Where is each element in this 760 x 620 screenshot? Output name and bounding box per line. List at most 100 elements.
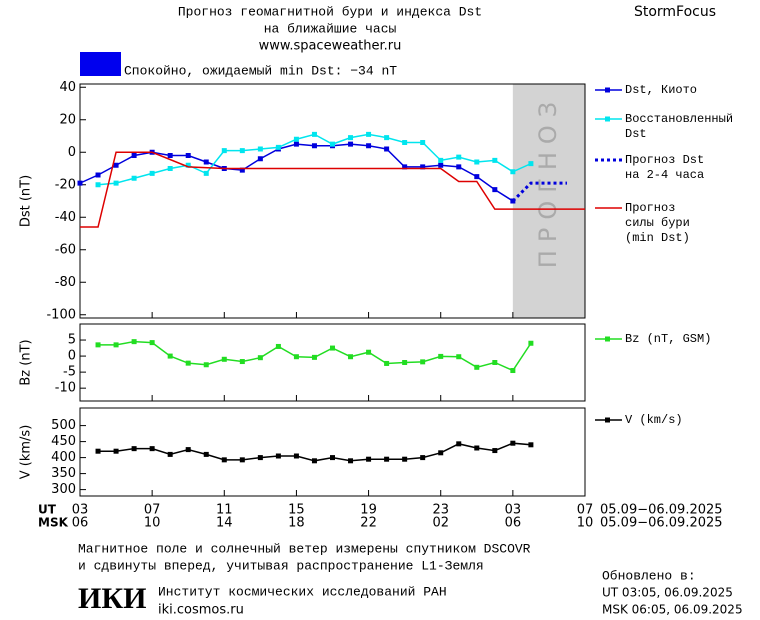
x-axis-label: UT <box>38 503 57 517</box>
point <box>366 131 372 137</box>
point <box>510 368 516 374</box>
logo: ИКИ <box>78 582 146 615</box>
forecast-label: ПРОГНОЗ <box>534 94 562 268</box>
series-line <box>511 181 567 203</box>
point <box>257 146 263 152</box>
point <box>185 153 191 158</box>
series-line <box>80 151 585 228</box>
point <box>95 342 101 348</box>
point <box>149 446 155 452</box>
point <box>474 174 480 180</box>
point <box>311 143 317 149</box>
point <box>239 148 245 154</box>
x2-tick-label: 18 <box>288 516 305 531</box>
y-tick-label: -80 <box>55 275 76 290</box>
point <box>311 354 317 360</box>
point <box>185 360 191 366</box>
point <box>492 187 498 193</box>
y-tick-label: -60 <box>55 242 76 257</box>
point <box>330 455 335 461</box>
x-tick-label: 15 <box>288 503 305 518</box>
series-line <box>97 133 532 186</box>
point <box>474 445 480 451</box>
x-tick-label: 19 <box>360 503 377 518</box>
point <box>528 442 534 448</box>
y-tick-label: 350 <box>51 466 76 481</box>
point <box>456 154 462 160</box>
point <box>402 140 408 145</box>
y-tick-label: -10 <box>55 381 76 396</box>
point <box>113 162 119 168</box>
point <box>438 353 444 359</box>
x-tick-label: 11 <box>216 503 233 518</box>
point <box>311 458 317 464</box>
legend-entry: Bz (nT, GSM) <box>625 332 711 346</box>
y-tick-label: -20 <box>55 177 76 192</box>
forecast-region <box>512 84 585 318</box>
point <box>438 157 444 163</box>
point <box>293 453 299 459</box>
point <box>167 153 173 158</box>
point <box>366 456 372 462</box>
y-tick-label: 5 <box>68 333 76 348</box>
point <box>510 169 516 175</box>
point <box>420 455 426 461</box>
updated: Обновлено в: <box>602 568 696 583</box>
point <box>131 175 137 181</box>
point <box>167 451 173 457</box>
point <box>438 162 444 168</box>
point <box>77 180 83 186</box>
point <box>402 360 408 365</box>
point <box>239 457 245 463</box>
point <box>203 159 209 165</box>
x-range: 05.09−06.09.2025 <box>600 503 723 518</box>
y-tick-label: 300 <box>51 482 76 497</box>
legend-entry: Прогноз Dst на 2-4 часа <box>625 153 704 182</box>
status: Спокойно, ожидаемый min Dst: −34 nT <box>124 63 397 78</box>
note: Магнитное поле и солнечный ветер измерен… <box>78 541 531 556</box>
updated-ut: UT 03:05, 06.09.2025 <box>602 586 733 600</box>
point <box>456 441 462 447</box>
title: на ближайшие часы <box>264 21 397 36</box>
point <box>420 140 426 145</box>
point <box>221 148 227 154</box>
point <box>95 182 101 188</box>
y-tick-label: 40 <box>59 80 76 95</box>
updated-msk: MSK 06:05, 06.09.2025 <box>602 603 743 617</box>
site: www.spaceweather.ru <box>259 39 402 54</box>
plot-frame <box>79 83 586 319</box>
note: и сдвинуты вперед, учитывая распростране… <box>78 558 484 573</box>
point <box>402 456 408 462</box>
point <box>384 135 390 141</box>
point <box>420 164 426 170</box>
y-tick-label: 0 <box>68 145 76 160</box>
x2-axis-label: MSK <box>38 516 69 530</box>
point <box>492 360 498 365</box>
point <box>221 356 227 362</box>
point <box>167 166 173 171</box>
point <box>203 451 209 457</box>
point <box>474 159 480 165</box>
x2-range: 05.09−06.09.2025 <box>600 516 723 531</box>
y-axis-label: Bz (nT) <box>19 339 34 385</box>
point <box>131 446 137 452</box>
point <box>510 440 516 446</box>
series-line <box>98 442 531 462</box>
point <box>492 448 498 454</box>
point <box>167 353 173 359</box>
point <box>456 354 462 360</box>
legend-marker <box>605 417 610 423</box>
point <box>203 362 209 368</box>
point <box>149 340 155 346</box>
plot-frame <box>79 323 586 402</box>
status-box <box>80 52 121 76</box>
y-axis-label: Dst (nT) <box>19 175 34 227</box>
point <box>348 141 354 147</box>
legend-marker <box>605 336 610 342</box>
point <box>131 339 137 345</box>
point <box>275 144 281 150</box>
point <box>185 162 191 168</box>
x2-tick-label: 02 <box>432 516 449 531</box>
point <box>311 131 317 137</box>
